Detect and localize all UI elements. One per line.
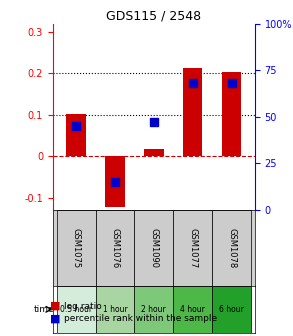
Text: GSM1090: GSM1090 [149, 228, 158, 268]
Text: 2 hour: 2 hour [142, 305, 166, 314]
FancyBboxPatch shape [57, 286, 96, 333]
Point [151, 120, 156, 125]
Text: time: time [34, 305, 55, 314]
Text: GSM1075: GSM1075 [71, 228, 81, 268]
Text: 4 hour: 4 hour [180, 305, 205, 314]
Bar [222, 73, 241, 156]
FancyBboxPatch shape [212, 210, 251, 286]
Point [190, 81, 195, 86]
Text: GSM1078: GSM1078 [227, 228, 236, 268]
FancyBboxPatch shape [212, 286, 251, 333]
Bar [66, 114, 86, 156]
FancyBboxPatch shape [134, 286, 173, 333]
Point [229, 81, 234, 86]
FancyBboxPatch shape [173, 286, 212, 333]
FancyBboxPatch shape [134, 210, 173, 286]
Text: 1 hour: 1 hour [103, 305, 127, 314]
FancyBboxPatch shape [57, 210, 96, 286]
FancyBboxPatch shape [96, 286, 134, 333]
FancyBboxPatch shape [96, 210, 134, 286]
Text: GSM1076: GSM1076 [110, 228, 120, 268]
Text: percentile rank within the sample: percentile rank within the sample [64, 314, 218, 323]
Text: GSM1077: GSM1077 [188, 228, 197, 268]
Bar [105, 156, 125, 207]
Bar [183, 68, 202, 156]
Point [74, 124, 79, 129]
Title: GDS115 / 2548: GDS115 / 2548 [106, 9, 201, 23]
Text: ■: ■ [50, 301, 60, 311]
Text: 0.5 hour: 0.5 hour [60, 305, 92, 314]
FancyBboxPatch shape [173, 210, 212, 286]
Point [113, 179, 117, 185]
Text: 6 hour: 6 hour [219, 305, 244, 314]
Bar [144, 149, 163, 156]
Text: ■: ■ [50, 313, 60, 323]
Text: log ratio: log ratio [64, 302, 102, 311]
